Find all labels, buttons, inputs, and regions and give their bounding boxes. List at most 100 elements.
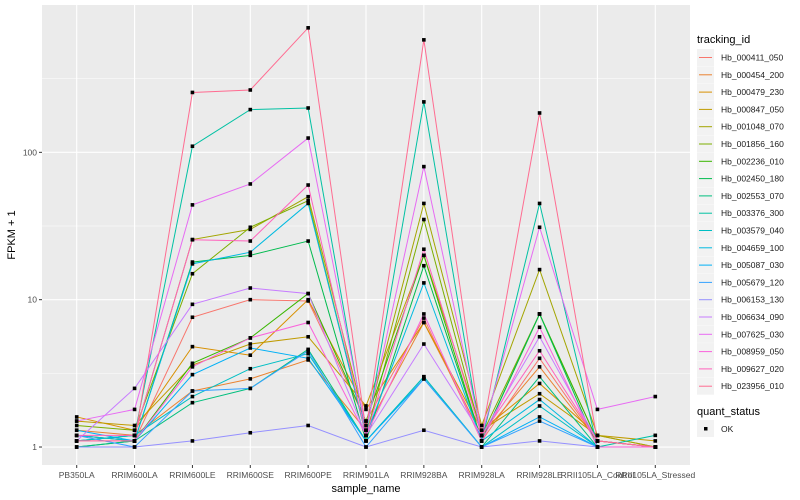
data-point <box>248 342 253 346</box>
data-point <box>537 312 542 316</box>
x-axis: PB350LA RRIM600LA RRIM600LE RRIM600SE RRIM60… <box>59 465 695 480</box>
x-tick-label: RRIM600PE <box>285 470 333 480</box>
data-point <box>653 394 658 399</box>
data-point <box>537 419 542 423</box>
data-point <box>422 316 426 320</box>
shape-legend-label: OK <box>721 424 734 434</box>
data-point <box>306 291 310 296</box>
data-point <box>306 423 310 428</box>
legend-item: Hb_007625_030 <box>697 325 784 343</box>
x-axis-title: sample_name <box>331 483 400 495</box>
data-point <box>306 351 310 356</box>
data-point <box>190 90 195 95</box>
legend-label: Hb_003579_040 <box>721 226 784 236</box>
data-point <box>364 439 368 443</box>
data-point <box>364 419 368 423</box>
data-point <box>190 237 195 242</box>
legend-item: Hb_008959_050 <box>697 343 784 361</box>
data-point <box>248 286 253 290</box>
legend: tracking_id Hb_000411_050 Hb_000454_200 Hb… <box>697 34 784 437</box>
data-point <box>74 423 79 428</box>
legend-item: Hb_001856_160 <box>697 135 784 153</box>
data-point <box>190 389 195 393</box>
legend-label: Hb_003376_300 <box>721 208 784 218</box>
data-point <box>306 239 310 243</box>
data-point <box>537 404 542 408</box>
data-point <box>537 365 542 369</box>
data-point <box>537 374 542 379</box>
data-point <box>248 227 253 232</box>
legend-label: Hb_000454_200 <box>721 70 784 80</box>
data-point <box>306 348 310 353</box>
data-point <box>132 439 137 443</box>
legend-label: Hb_000847_050 <box>721 104 784 114</box>
legend-label: Hb_000479_230 <box>721 87 784 97</box>
data-point <box>190 394 195 399</box>
x-tick-label: PB350LA <box>59 470 95 480</box>
legend-label: Hb_009627_020 <box>721 364 784 374</box>
data-point <box>306 183 310 187</box>
legend-item: Hb_002553_070 <box>697 187 784 205</box>
data-point <box>595 407 600 412</box>
data-point <box>422 320 426 325</box>
data-point <box>248 225 253 230</box>
data-point <box>537 334 542 339</box>
data-point <box>190 302 195 307</box>
x-tick-label: RRIM928BA <box>400 470 448 480</box>
data-point <box>190 271 195 276</box>
data-point <box>132 445 137 449</box>
data-point <box>74 428 79 433</box>
legend-label: Hb_000411_050 <box>721 53 784 63</box>
legend-item: Hb_009627_020 <box>697 360 784 378</box>
data-point <box>479 445 484 449</box>
data-point <box>248 377 253 381</box>
legend-label: Hb_005087_030 <box>721 260 784 270</box>
data-point <box>248 107 253 112</box>
data-point <box>653 439 658 443</box>
legend-label: Hb_004659_100 <box>721 243 784 253</box>
legend-label: Hb_005679_120 <box>721 277 784 287</box>
data-point <box>364 445 368 449</box>
legend-label: Hb_001856_160 <box>721 139 784 149</box>
legend-title: tracking_id <box>697 34 750 46</box>
data-point <box>595 445 600 449</box>
data-point <box>422 374 426 379</box>
data-point <box>190 361 195 366</box>
data-point <box>190 439 195 443</box>
data-point <box>537 111 542 115</box>
data-point <box>537 356 542 361</box>
data-point <box>306 136 310 140</box>
x-tick-label: RRIM600SE <box>227 470 275 480</box>
data-point <box>132 433 137 438</box>
data-point <box>248 250 253 255</box>
shape-legend-title: quant_status <box>697 406 760 418</box>
data-point <box>479 439 484 443</box>
data-point <box>74 433 79 438</box>
data-point <box>479 428 484 433</box>
data-point <box>479 433 484 438</box>
square-point-icon <box>704 427 708 431</box>
data-point <box>248 353 253 357</box>
data-point <box>190 315 195 320</box>
data-point <box>132 407 137 412</box>
data-point <box>479 423 484 428</box>
data-point <box>537 439 542 443</box>
data-point <box>248 336 253 340</box>
data-point <box>537 225 542 230</box>
data-point <box>422 217 426 222</box>
data-point <box>537 381 542 386</box>
data-point <box>422 263 426 268</box>
data-point <box>306 106 310 110</box>
legend-label: Hb_023956_010 <box>721 381 784 391</box>
data-point <box>306 194 310 199</box>
y-axis: 1 10 100 <box>23 147 42 452</box>
data-point <box>364 433 368 438</box>
data-point <box>190 344 195 349</box>
data-point <box>306 334 310 339</box>
legend-item: Hb_003376_300 <box>697 204 784 222</box>
data-point <box>422 38 426 42</box>
legend-item: Hb_000479_230 <box>697 83 784 101</box>
legend-label: Hb_008959_050 <box>721 347 784 357</box>
legend-item: Hb_003579_040 <box>697 222 784 239</box>
